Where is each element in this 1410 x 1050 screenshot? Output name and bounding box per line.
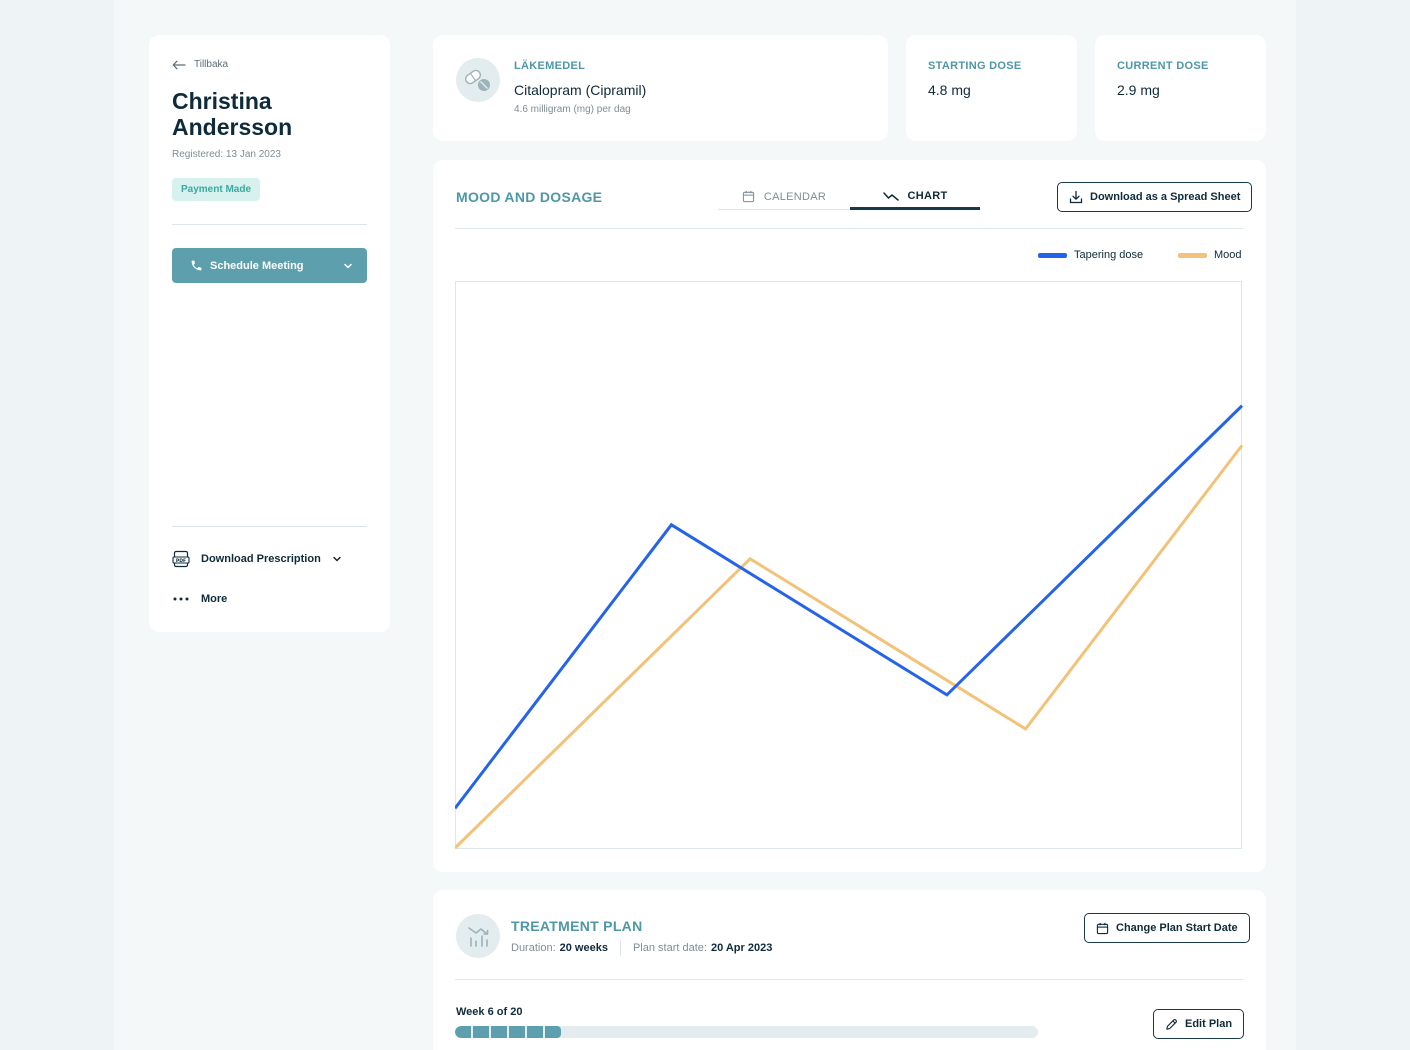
tab-calendar-label: CALENDAR	[763, 190, 827, 203]
legend-label: Mood	[1214, 249, 1242, 261]
medication-name: Citalopram (Cipramil)	[514, 82, 647, 98]
tapering-plan-icon	[456, 914, 500, 958]
patient-sidebar: Tillbaka Christina Andersson Registered:…	[149, 35, 390, 632]
sidebar-divider	[172, 224, 367, 225]
section-title: MOOD AND DOSAGE	[456, 189, 603, 205]
legend-label: Tapering dose	[1074, 249, 1144, 261]
section-divider	[455, 228, 1243, 229]
tab-calendar[interactable]: CALENDAR	[718, 184, 850, 210]
progress-segment	[473, 1026, 489, 1038]
phone-icon	[191, 260, 202, 271]
pills-icon	[456, 58, 500, 102]
tab-chart-label: CHART	[907, 189, 948, 202]
payment-status-badge: Payment Made	[172, 178, 261, 201]
change-plan-start-button[interactable]: Change Plan Start Date	[1084, 913, 1250, 943]
patient-name: Christina Andersson	[172, 88, 293, 140]
chevron-down-icon	[333, 556, 341, 562]
svg-text:PDF: PDF	[176, 558, 186, 564]
current-dose-label: CURRENT DOSE	[1117, 60, 1209, 72]
edit-plan-button[interactable]: Edit Plan	[1153, 1009, 1245, 1039]
change-plan-start-label: Change Plan Start Date	[1116, 922, 1238, 934]
registered-date: Registered: 13 Jan 2023	[172, 149, 281, 160]
plot-area	[455, 281, 1242, 849]
legend-swatch	[1038, 252, 1067, 258]
starting-dose-card: STARTING DOSE 4.8 mg	[906, 35, 1077, 141]
line-chart-icon	[882, 191, 899, 201]
download-prescription-label: Download Prescription	[201, 553, 321, 565]
series-line-mood	[455, 444, 1243, 850]
back-label: Tillbaka	[194, 59, 229, 70]
treatment-plan-title: TREATMENT PLAN	[511, 918, 643, 934]
sidebar-divider	[172, 526, 367, 527]
progress-segment	[455, 1026, 471, 1038]
pdf-icon: PDF	[172, 550, 190, 568]
download-icon	[1069, 190, 1083, 204]
plan-start-value: 20 Apr 2023	[710, 942, 773, 954]
duration-value: 20 weeks	[559, 942, 608, 954]
arrow-left-icon	[172, 60, 186, 69]
duration-label: Duration:	[511, 942, 556, 954]
progress-segment	[527, 1026, 543, 1038]
series-line-tapering-dose	[455, 404, 1243, 810]
more-button[interactable]: More	[172, 591, 227, 607]
medication-card: LÄKEMEDEL Citalopram (Cipramil) 4.6 mill…	[433, 35, 888, 141]
week-progress-bar	[455, 1026, 1038, 1038]
edit-plan-label: Edit Plan	[1185, 1018, 1233, 1030]
starting-dose-label: STARTING DOSE	[928, 60, 1022, 72]
back-link[interactable]: Tillbaka	[172, 59, 228, 70]
legend-item-tapering-dose: Tapering dose	[1038, 249, 1143, 261]
week-progress-label: Week 6 of 20	[456, 1006, 523, 1018]
tab-chart[interactable]: CHART	[850, 184, 980, 210]
progress-segment	[491, 1026, 507, 1038]
calendar-icon	[742, 190, 754, 203]
download-spreadsheet-button[interactable]: Download as a Spread Sheet	[1057, 182, 1253, 212]
mood-dosage-card: MOOD AND DOSAGE CALENDAR CHART Download …	[433, 160, 1266, 872]
treatment-plan-card: TREATMENT PLAN Duration: 20 weeks Plan s…	[433, 890, 1266, 1050]
legend-swatch	[1178, 252, 1207, 258]
download-spreadsheet-label: Download as a Spread Sheet	[1090, 191, 1241, 203]
calendar-icon	[1096, 922, 1109, 934]
plan-start-label: Plan start date:	[632, 942, 707, 954]
progress-segment	[509, 1026, 525, 1038]
meta-separator	[619, 940, 621, 956]
more-label: More	[201, 593, 228, 605]
current-dose-card: CURRENT DOSE 2.9 mg	[1095, 35, 1266, 141]
pencil-icon	[1166, 1018, 1177, 1030]
current-dose-value: 2.9 mg	[1117, 82, 1160, 98]
plan-meta: Duration: 20 weeks Plan start date: 20 A…	[511, 940, 772, 956]
medication-dosage-note: 4.6 milligram (mg) per dag	[514, 104, 631, 115]
legend-item-mood: Mood	[1178, 249, 1242, 261]
download-prescription-button[interactable]: PDF Download Prescription	[172, 550, 342, 568]
medication-label: LÄKEMEDEL	[514, 60, 586, 72]
chevron-down-icon	[344, 263, 352, 268]
progress-segment	[545, 1026, 561, 1038]
starting-dose-value: 4.8 mg	[928, 82, 971, 98]
more-dots-icon	[173, 597, 189, 601]
schedule-meeting-label: Schedule Meeting	[210, 259, 304, 272]
section-divider	[455, 979, 1243, 980]
mood-dosage-chart	[455, 281, 1243, 850]
schedule-meeting-button[interactable]: Schedule Meeting	[172, 248, 367, 283]
